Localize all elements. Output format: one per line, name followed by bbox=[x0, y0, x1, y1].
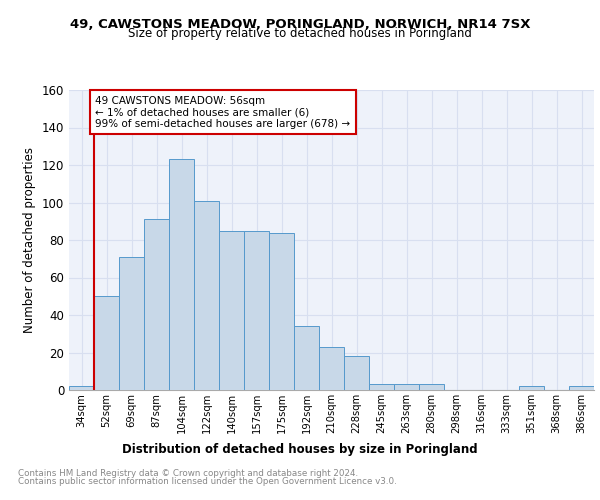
Bar bbox=[169, 160, 194, 390]
Bar bbox=[219, 230, 244, 390]
Bar bbox=[369, 384, 394, 390]
Bar bbox=[194, 200, 219, 390]
Bar bbox=[344, 356, 369, 390]
Bar bbox=[119, 257, 144, 390]
Bar bbox=[394, 384, 419, 390]
Text: Contains HM Land Registry data © Crown copyright and database right 2024.: Contains HM Land Registry data © Crown c… bbox=[18, 468, 358, 477]
Text: Size of property relative to detached houses in Poringland: Size of property relative to detached ho… bbox=[128, 28, 472, 40]
Bar bbox=[294, 326, 319, 390]
Bar bbox=[519, 386, 544, 390]
Bar bbox=[144, 220, 169, 390]
Text: Distribution of detached houses by size in Poringland: Distribution of detached houses by size … bbox=[122, 442, 478, 456]
Bar bbox=[319, 347, 344, 390]
Text: Contains public sector information licensed under the Open Government Licence v3: Contains public sector information licen… bbox=[18, 477, 397, 486]
Bar bbox=[269, 232, 294, 390]
Bar bbox=[569, 386, 594, 390]
Text: 49 CAWSTONS MEADOW: 56sqm
← 1% of detached houses are smaller (6)
99% of semi-de: 49 CAWSTONS MEADOW: 56sqm ← 1% of detach… bbox=[95, 96, 350, 129]
Bar bbox=[69, 386, 94, 390]
Bar bbox=[94, 296, 119, 390]
Bar bbox=[419, 384, 444, 390]
Bar bbox=[244, 230, 269, 390]
Text: 49, CAWSTONS MEADOW, PORINGLAND, NORWICH, NR14 7SX: 49, CAWSTONS MEADOW, PORINGLAND, NORWICH… bbox=[70, 18, 530, 30]
Y-axis label: Number of detached properties: Number of detached properties bbox=[23, 147, 36, 333]
